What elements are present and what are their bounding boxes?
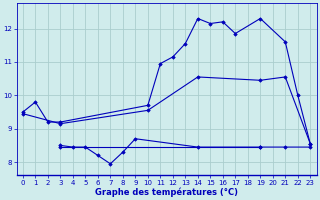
- X-axis label: Graphe des températures (°C): Graphe des températures (°C): [95, 187, 238, 197]
